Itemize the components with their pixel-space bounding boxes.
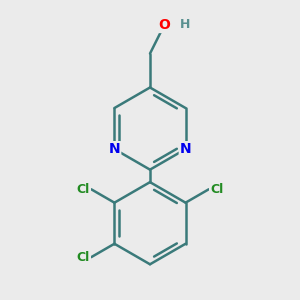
- Text: Cl: Cl: [77, 183, 90, 196]
- Text: Cl: Cl: [77, 250, 90, 264]
- Text: N: N: [109, 142, 120, 156]
- Text: Cl: Cl: [210, 183, 223, 196]
- Text: N: N: [180, 142, 191, 156]
- Text: O: O: [158, 18, 170, 32]
- Text: H: H: [180, 19, 190, 32]
